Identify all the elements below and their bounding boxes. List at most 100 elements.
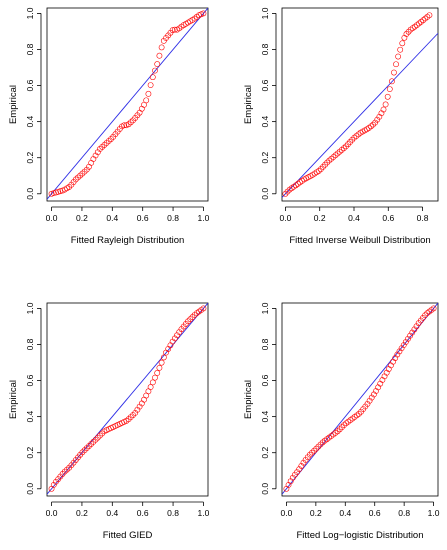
data-point xyxy=(390,358,396,365)
data-point xyxy=(403,31,410,37)
data-point xyxy=(394,351,401,358)
chart-panel-gied: 0.0 0.2 0.4 0.6 0.8 1.0 0.0 0.2 0.4 0.6 0.8 1.0 Fitt… xyxy=(8,302,210,541)
data-point xyxy=(349,136,356,143)
data-point xyxy=(338,147,345,153)
plot-frame xyxy=(46,7,209,202)
y-tick-label: 0.4 xyxy=(25,410,35,422)
data-point xyxy=(414,22,420,28)
data-point xyxy=(424,13,431,20)
data-point xyxy=(79,449,86,456)
x-tick-label: 0.6 xyxy=(137,508,149,518)
data-point xyxy=(385,366,392,372)
data-point xyxy=(422,15,429,22)
plot-frame xyxy=(281,302,439,497)
data-point xyxy=(138,105,145,112)
data-point xyxy=(88,159,95,166)
data-point xyxy=(101,142,108,148)
x-tick-label: 0.8 xyxy=(398,508,410,518)
plot-frame xyxy=(281,7,439,202)
data-point xyxy=(409,25,416,32)
data-point xyxy=(413,323,420,330)
data-point xyxy=(132,409,139,416)
data-point xyxy=(284,188,291,195)
data-point xyxy=(321,437,328,444)
data-point xyxy=(375,384,382,391)
data-point xyxy=(377,380,384,387)
data-point xyxy=(343,420,350,427)
y-tick-label: 0.6 xyxy=(25,374,35,386)
data-point xyxy=(121,122,128,129)
data-point xyxy=(420,17,427,24)
data-point xyxy=(341,422,347,429)
data-point xyxy=(368,394,375,401)
data-point xyxy=(286,186,293,193)
data-point xyxy=(75,174,81,181)
x-tick-label: 0.2 xyxy=(76,508,88,518)
data-point xyxy=(309,449,315,456)
data-point xyxy=(125,416,132,423)
data-point xyxy=(376,113,383,120)
data-point xyxy=(382,101,389,108)
data-point xyxy=(349,415,356,422)
data-point xyxy=(386,86,393,92)
data-point xyxy=(317,441,324,448)
data-point xyxy=(187,316,194,323)
data-point xyxy=(149,379,156,386)
data-point xyxy=(384,93,391,100)
data-point xyxy=(141,101,147,108)
data-point xyxy=(418,18,424,25)
data-point xyxy=(336,426,343,433)
data-point xyxy=(53,189,59,196)
data-point xyxy=(332,429,339,436)
y-tick-label: 0.8 xyxy=(260,338,270,350)
y-axis-title: Empirical xyxy=(243,380,254,419)
data-point xyxy=(411,23,418,30)
data-point xyxy=(296,466,303,473)
data-point xyxy=(92,436,99,443)
x-tick-label: 0.0 xyxy=(281,508,293,518)
data-point xyxy=(295,180,301,187)
data-point xyxy=(399,40,406,47)
data-point xyxy=(324,159,331,166)
data-point xyxy=(311,447,318,454)
y-tick-label: 0.0 xyxy=(260,188,270,200)
data-point xyxy=(64,466,70,473)
data-point xyxy=(353,412,360,419)
y-tick-label: 0.6 xyxy=(260,374,270,386)
y-tick-label: 0.4 xyxy=(25,115,35,127)
reference-line xyxy=(47,303,208,495)
x-tick-label: 0.8 xyxy=(417,213,429,223)
x-tick-label: 0.0 xyxy=(280,213,292,223)
data-point xyxy=(127,119,134,126)
data-point xyxy=(152,67,158,74)
data-point xyxy=(396,348,403,355)
x-tick-label: 0.0 xyxy=(46,213,58,223)
data-point xyxy=(297,179,303,186)
data-point xyxy=(347,139,354,145)
data-point xyxy=(388,78,395,85)
data-point xyxy=(383,369,390,376)
data-point xyxy=(90,438,97,445)
plot-frame xyxy=(46,302,209,497)
data-point xyxy=(340,145,347,152)
data-point xyxy=(318,166,324,172)
data-point xyxy=(388,362,394,369)
data-point xyxy=(392,355,399,361)
x-axis-title: Fitted Log−logistic Distribution xyxy=(297,530,424,541)
reference-line xyxy=(282,32,438,198)
y-tick-label: 1.0 xyxy=(260,302,270,314)
data-point xyxy=(48,190,55,197)
data-point xyxy=(322,161,328,168)
data-point xyxy=(345,141,351,148)
data-point xyxy=(97,146,103,152)
data-point xyxy=(405,335,411,342)
data-point xyxy=(55,188,62,195)
data-point xyxy=(299,177,306,184)
data-point xyxy=(127,414,134,421)
data-point xyxy=(372,119,379,126)
x-tick-label: 1.0 xyxy=(198,508,210,518)
data-point xyxy=(334,428,341,435)
data-point xyxy=(176,329,183,335)
data-point xyxy=(326,157,333,164)
